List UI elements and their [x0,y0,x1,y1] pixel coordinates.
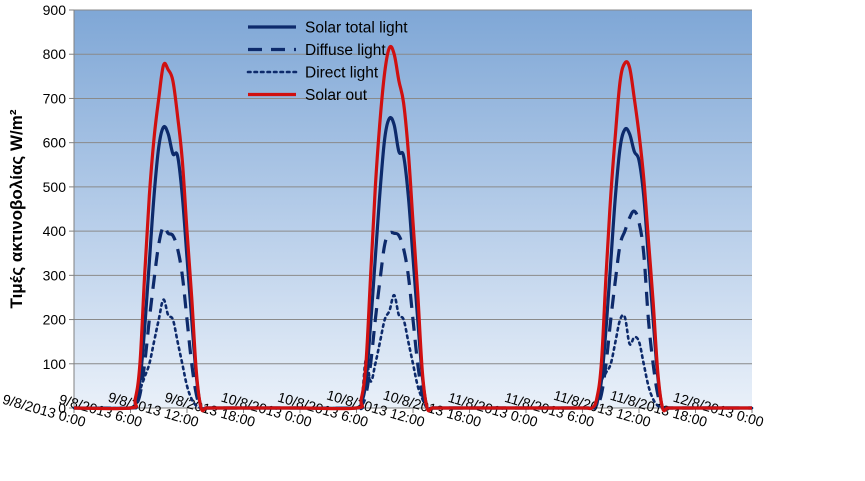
y-tick-label: 500 [43,179,67,195]
legend: Solar total light Diffuse light Direct lig… [246,20,408,104]
series-line [72,293,754,412]
axes [69,9,753,413]
y-tick-label: 600 [43,135,67,151]
y-tick-label: 800 [43,46,67,62]
y-tick-label: 300 [43,267,67,283]
y-tick-label: 200 [43,312,67,328]
y-tick-label: 0 [58,400,66,416]
y-tick-label: 100 [43,356,67,372]
legend-entry: Diffuse light [305,42,386,59]
y-tick-labels: 0 100 200 300 400 500 600 700 800 900 [43,2,67,416]
series-line [73,209,752,411]
series-line [73,115,752,413]
y-axis-label: Τιμές ακτινοβολίας W/m² [7,109,26,308]
y-tick-label: 400 [43,223,67,239]
legend-entry: Solar out [305,87,368,104]
y-tick-label: 900 [43,2,67,18]
y-tick-label: 700 [43,90,67,106]
legend-entry: Solar total light [305,20,408,37]
series-line [73,44,752,413]
legend-entry: Direct light [305,65,379,82]
series-group [72,44,754,413]
